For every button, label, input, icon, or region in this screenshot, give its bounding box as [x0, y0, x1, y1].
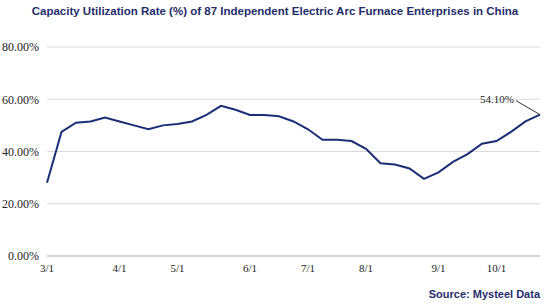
svg-text:8/1: 8/1	[359, 262, 373, 274]
html-text:Capacity Utilization Rate (%): Capacity Utilization Rate (%) of 87 Inde…	[31, 5, 519, 17]
svg-text:54.10%: 54.10%	[480, 93, 514, 105]
svg-text:20.00%: 20.00%	[8, 197, 39, 211]
svg-text:7/1: 7/1	[301, 262, 315, 274]
svg-text:60.00%: 60.00%	[8, 93, 39, 107]
svg-text:6/1: 6/1	[243, 262, 257, 274]
svg-text:0.00%: 0.00%	[8, 249, 39, 263]
svg-text:10/1: 10/1	[487, 262, 507, 274]
svg-text:5/1: 5/1	[170, 262, 184, 274]
svg-text:40.00%: 40.00%	[8, 145, 39, 159]
svg-text:4/1: 4/1	[112, 262, 126, 274]
svg-text:3/1: 3/1	[40, 262, 54, 274]
html-text:Source: Mysteel Data: Source: Mysteel Data	[428, 288, 540, 300]
svg-text:80.00%: 80.00%	[8, 40, 39, 54]
svg-text:9/1: 9/1	[431, 262, 445, 274]
